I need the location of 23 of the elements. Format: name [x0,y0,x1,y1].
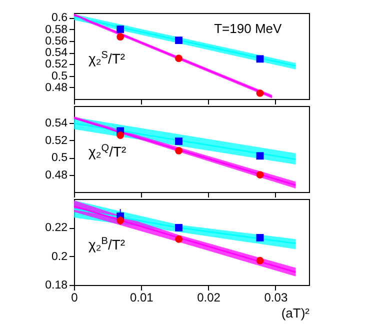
x-tick-label: 0.01 [130,290,154,304]
y-tick-label: 0.52 [45,58,68,71]
y-tick-label: 0.56 [45,35,68,48]
y-tick-label: 0.2 [52,250,68,263]
x-tick-label: 0 [71,290,78,304]
y-tick-label: 0.58 [45,24,68,36]
y-tick-label: 0.6 [52,12,68,24]
y-tick-label: 0.18 [45,280,68,292]
y-tick-label: 0.48 [45,169,68,182]
x-tick-label: 0.02 [197,290,221,304]
y-axis-title: χ₂$^{B}$/T² [88,236,126,252]
x-tick-label: 0.03 [264,290,288,304]
y-axis-title: χ₂$^{S}$/T² [88,50,126,66]
y-tick-label: 0.52 [45,134,68,147]
y-tick-label: 0.5 [52,152,68,164]
y-axis-title: χ₂$^{Q}$/T² [88,142,126,160]
y-tick-label: 0.5 [52,70,68,82]
annotation: T=190 MeV [214,21,282,36]
y-tick-label: 0.48 [45,82,68,94]
y-tick-label: 0.54 [45,47,68,60]
x-axis-title: (aT)² [281,306,310,320]
y-tick-label: 0.54 [45,118,68,130]
y-tick-label: 0.22 [45,222,68,234]
